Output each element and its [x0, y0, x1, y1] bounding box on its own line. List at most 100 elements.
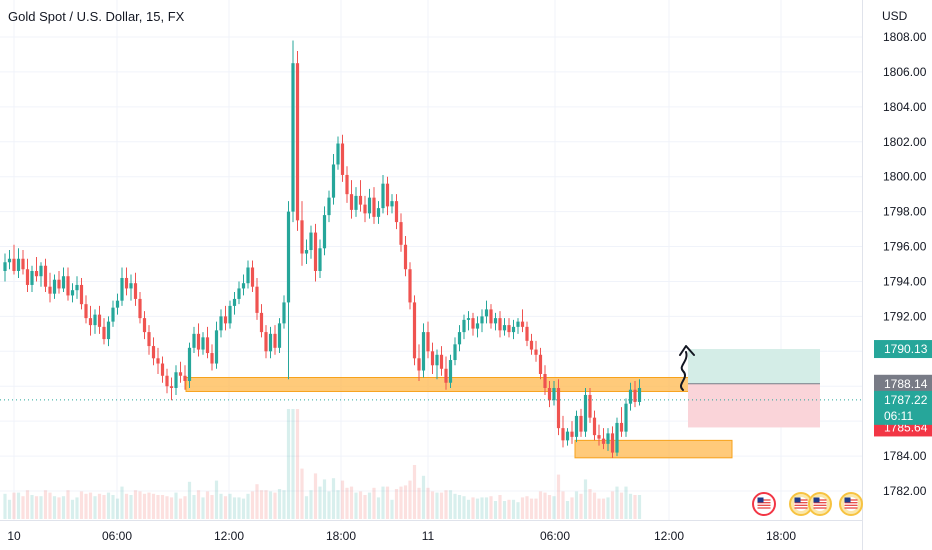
candle-body: [277, 323, 282, 348]
time-axis[interactable]: 10 06:00 12:00 18:00 11 06:00 12:00 18:00: [7, 529, 796, 543]
volume-bar: [484, 497, 489, 519]
volume-bar: [322, 479, 327, 519]
time-tick-label: 06:00: [102, 529, 132, 543]
volume-bar: [219, 493, 223, 519]
volume-bar: [493, 501, 498, 519]
volume-bar: [466, 499, 471, 519]
volume-bar: [93, 496, 97, 519]
candle-body: [102, 326, 106, 340]
overlays: [0, 345, 862, 401]
candle-body: [264, 332, 268, 352]
price-tick-label: 1800.00: [883, 170, 927, 184]
flag-canton: [813, 497, 820, 503]
volume-bar: [304, 496, 309, 519]
candle-body: [516, 321, 520, 327]
us-flag-icon[interactable]: [752, 492, 776, 516]
price-tick-label: 1794.00: [883, 274, 927, 288]
volume-bar: [205, 491, 210, 519]
price-tick-label: 1792.00: [883, 309, 927, 323]
volume-bar: [583, 479, 588, 519]
volume-bar: [462, 496, 466, 519]
us-flag-icon[interactable]: [839, 492, 863, 516]
volume-bar: [12, 492, 16, 519]
hand-drawn-arrow: [679, 345, 695, 391]
candle-body: [552, 387, 556, 401]
volume-bar: [435, 492, 439, 519]
us-flag-icon[interactable]: [789, 492, 813, 516]
support-zone-upper: [185, 377, 733, 392]
volume-bar: [597, 498, 601, 519]
volume-bar: [408, 480, 412, 519]
candle-body: [201, 337, 205, 350]
volume-bar: [43, 490, 48, 519]
candle-body: [142, 318, 147, 333]
volume-bar: [165, 496, 169, 519]
volume-bar: [151, 493, 156, 519]
us-flag-icon[interactable]: [808, 492, 832, 516]
volume-bar: [610, 491, 615, 519]
candle-body: [484, 309, 489, 317]
volume-bar: [111, 495, 115, 519]
candle-body: [619, 422, 624, 432]
candle-body: [174, 372, 178, 388]
support-zone-lower: [574, 439, 733, 459]
candle-body: [48, 286, 52, 294]
volume-bar: [480, 497, 484, 519]
price-tick-label: 1804.00: [883, 100, 927, 114]
candle-body: [403, 244, 408, 270]
candle-body: [331, 164, 336, 198]
volume-bar: [178, 498, 183, 519]
candle-body: [120, 277, 124, 301]
volume-bar: [142, 493, 147, 519]
volume-bar: [457, 495, 462, 519]
volume-bar: [133, 490, 138, 519]
volume-bar: [97, 493, 102, 519]
volume-bar: [16, 492, 21, 519]
volume-bar: [520, 497, 525, 519]
entry-price-label: 1788.14: [884, 377, 928, 391]
candle-body: [547, 387, 552, 401]
volume-bar: [241, 498, 246, 519]
candle-body: [408, 269, 412, 303]
candle-body: [255, 286, 259, 313]
candle-body: [462, 319, 466, 333]
volume-bar: [138, 491, 142, 519]
economic-events[interactable]: [752, 492, 863, 516]
candle-body: [237, 288, 241, 299]
volume-bar: [498, 495, 502, 519]
candle-body: [435, 354, 439, 366]
volume-bar: [147, 492, 151, 519]
volume-bar: [75, 497, 79, 519]
volume-bar: [246, 493, 250, 519]
candle-body: [291, 63, 295, 212]
candle-body: [295, 63, 300, 221]
volume-bar: [372, 487, 376, 519]
candle-body: [3, 262, 7, 271]
candle-body: [624, 403, 628, 432]
volume-bar: [57, 497, 61, 519]
candle-body: [111, 307, 115, 322]
volume-bar: [300, 468, 304, 519]
candle-body: [205, 337, 210, 354]
candle-body: [97, 314, 102, 327]
volume-bar: [592, 492, 597, 519]
volume-bar: [106, 492, 111, 519]
candle-body: [520, 321, 525, 327]
volume-bar: [511, 499, 516, 519]
candle-body: [372, 197, 376, 217]
candle-body: [588, 394, 592, 418]
candle-body: [138, 298, 142, 319]
candle-body: [327, 197, 331, 216]
volume-bar: [561, 491, 565, 519]
volume-bar: [39, 496, 43, 519]
volume-bar: [385, 486, 390, 519]
time-tick-label: 12:00: [654, 529, 684, 543]
zones: [185, 349, 820, 459]
price-tick-label: 1796.00: [883, 240, 927, 254]
candle-body: [178, 372, 183, 376]
volume-bar: [426, 487, 430, 519]
volume-bar: [286, 409, 291, 519]
volume-bar: [259, 490, 264, 519]
volume-bar: [34, 496, 39, 519]
